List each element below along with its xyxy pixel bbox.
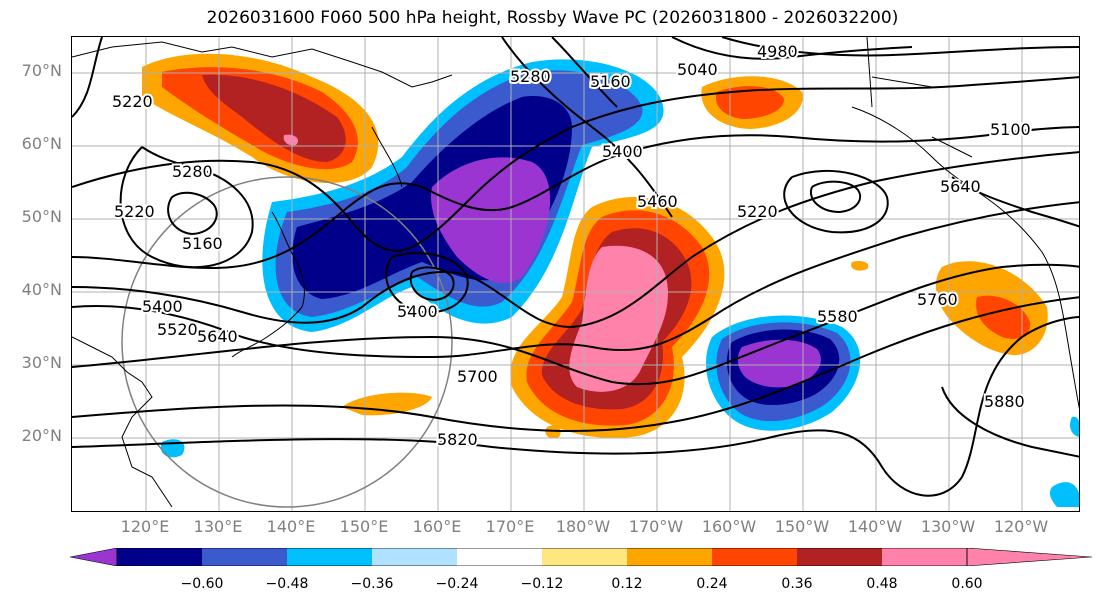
contour-label: 5160 [590, 72, 631, 91]
colorbar-tick-label: 0.60 [951, 576, 983, 592]
map-title: 2026031600 F060 500 hPa height, Rossby W… [206, 8, 899, 28]
positive-anomaly-siberia [142, 53, 379, 184]
colorbar-segment [542, 548, 627, 566]
contour-label: 5220 [114, 202, 155, 221]
contour-label: 5640 [940, 177, 981, 196]
lat-label-70n: 70°N [21, 61, 62, 80]
contour-label: 5400 [602, 142, 643, 161]
lon-label-160w: 160°W [701, 517, 757, 536]
colorbar-segment [882, 548, 967, 566]
colorbar-segment [627, 548, 712, 566]
colorbar-tick-label: −0.24 [435, 576, 479, 592]
lat-label-30n: 30°N [21, 353, 62, 372]
colorbar-segment [712, 548, 797, 566]
colorbar-segment [457, 548, 542, 566]
lon-label-130w: 130°W [920, 517, 976, 536]
colorbar-segment [372, 548, 457, 566]
colorbar-segment [287, 548, 372, 566]
lon-label-120w: 120°W [993, 517, 1049, 536]
lon-label-170w: 170°W [628, 517, 684, 536]
colorbar-tick-label: −0.48 [265, 576, 309, 592]
anomaly-patch-small-2 [851, 260, 869, 271]
colorbar-tick-label: −0.36 [350, 576, 394, 592]
colorbar-tick-label: 0.36 [781, 576, 813, 592]
lon-label-180w: 180°W [555, 517, 611, 536]
colorbar-tick-label: 0.12 [611, 576, 643, 592]
lat-label-60n: 60°N [21, 134, 62, 153]
colorbar-tick-label: 0.48 [866, 576, 898, 592]
graticule [72, 37, 1079, 511]
contour-label: 5520 [157, 320, 198, 339]
lon-label-160e: 160°E [412, 517, 462, 536]
lon-label-140e: 140°E [266, 517, 316, 536]
lon-label-130e: 130°E [193, 517, 243, 536]
contour-label: 5700 [457, 367, 498, 386]
map-panel: 4980 5040 5100 5160 5160 5220 5220 5220 … [71, 36, 1080, 512]
contour-label: 5040 [677, 60, 718, 79]
negative-anomaly-east-pacific [706, 315, 861, 431]
contour-label: 5400 [397, 302, 438, 321]
negative-anomaly-north-pacific [262, 59, 664, 332]
contour-label: 5760 [917, 290, 958, 309]
lat-label-40n: 40°N [21, 280, 62, 299]
contour-label: 5280 [172, 162, 213, 181]
contour-label: 5580 [817, 307, 858, 326]
contour-label: 5460 [637, 192, 678, 211]
colorbar-extend-min [70, 548, 118, 566]
anomaly-patch-small-3 [1049, 482, 1079, 507]
colorbar [70, 548, 1093, 566]
anomaly-patch-small-6 [545, 425, 561, 439]
contour-label: 5220 [737, 202, 778, 221]
contour-label: 5160 [182, 234, 223, 253]
lon-label-120e: 120°E [120, 517, 170, 536]
contour-label: 5880 [984, 392, 1025, 411]
colorbar-segment [117, 548, 202, 566]
colorbar-tick-label: −0.12 [520, 576, 564, 592]
colorbar-segment [797, 548, 882, 566]
contour-label: 5220 [112, 92, 153, 111]
contour-label: 5100 [990, 120, 1031, 139]
map-canvas: 4980 5040 5100 5160 5160 5220 5220 5220 … [72, 37, 1079, 511]
positive-anomaly-west-coast [935, 261, 1048, 356]
contour-label: 5640 [197, 327, 238, 346]
anomaly-patch-small-4 [1070, 416, 1079, 437]
lon-label-150e: 150°E [339, 517, 389, 536]
anomaly-patch-small-1 [342, 392, 432, 416]
lon-label-140w: 140°W [847, 517, 903, 536]
contour-label: 5400 [142, 297, 183, 316]
colorbar-tick-label: 0.24 [696, 576, 728, 592]
contour-label: 5280 [510, 67, 551, 86]
coastlines [72, 37, 1079, 508]
positive-anomaly-central-pacific [510, 197, 725, 438]
height-contours [72, 37, 1079, 497]
positive-anomaly-alaska [701, 76, 803, 129]
lon-label-170e: 170°E [485, 517, 535, 536]
contour-label: 5820 [437, 430, 478, 449]
lat-label-50n: 50°N [21, 207, 62, 226]
colorbar-tick-label: −0.60 [180, 576, 224, 592]
contour-labels: 4980 5040 5100 5160 5160 5220 5220 5220 … [110, 40, 1033, 451]
lat-label-20n: 20°N [21, 426, 62, 445]
lon-label-150w: 150°W [774, 517, 830, 536]
colorbar-extend-max [966, 548, 1093, 566]
colorbar-segment [202, 548, 287, 566]
contour-label: 4980 [757, 42, 798, 61]
reference-circle [121, 176, 453, 508]
